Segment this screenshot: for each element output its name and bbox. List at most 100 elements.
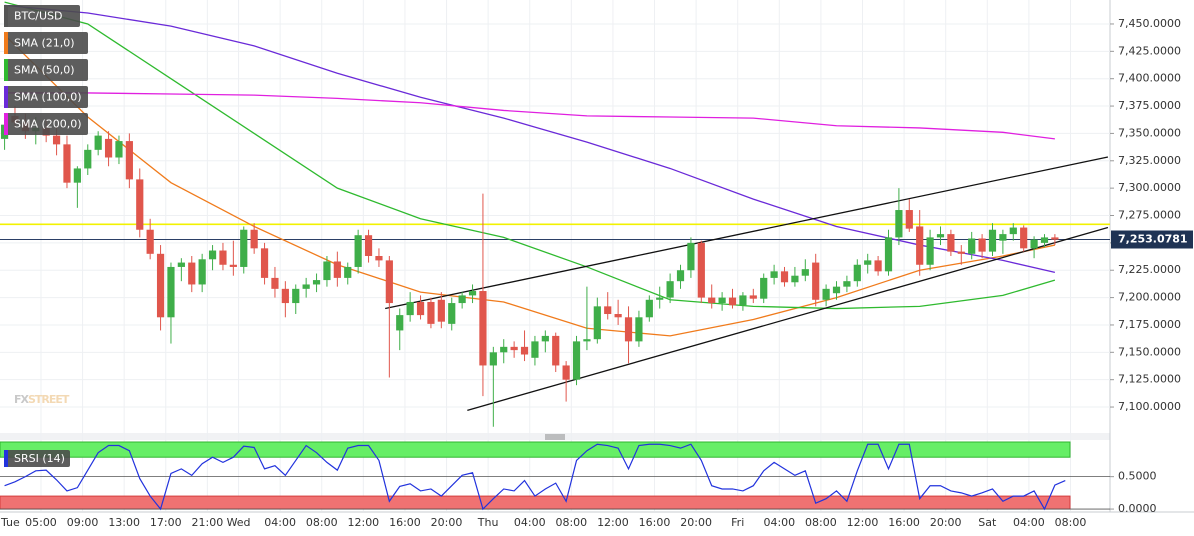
x-tick-label: Sat bbox=[978, 516, 997, 529]
y-tick-label: 7,200.0000 bbox=[1118, 291, 1181, 304]
last-price-label: 7,253.0781 bbox=[1118, 233, 1188, 246]
candle-body bbox=[635, 317, 643, 342]
candle-body bbox=[458, 295, 466, 304]
legend-label: BTC/USD bbox=[14, 10, 63, 23]
candle-body bbox=[167, 266, 175, 318]
candle-body bbox=[541, 335, 549, 342]
x-tick-label: Fri bbox=[731, 516, 744, 529]
candle-body bbox=[988, 229, 997, 252]
candle-body bbox=[666, 281, 674, 298]
candle-body bbox=[115, 141, 123, 158]
trendline bbox=[385, 156, 1109, 310]
overbought-band bbox=[0, 441, 1071, 458]
srsi-legend-swatch bbox=[4, 450, 8, 467]
x-tick-label: 21:00 bbox=[192, 516, 224, 529]
x-tick-label: 20:00 bbox=[930, 516, 962, 529]
candle-body bbox=[271, 277, 279, 289]
candle-body bbox=[999, 234, 1007, 241]
axes: Tue 05:00 09:00 13:00 17:00 21:00 Wed 04:00 08:0… bbox=[0, 17, 1193, 529]
legend-swatch bbox=[4, 32, 8, 54]
y-tick-label: 7,150.0000 bbox=[1118, 345, 1181, 358]
candle-body bbox=[749, 295, 757, 299]
candle-body bbox=[219, 250, 227, 265]
y-tick-label: 7,325.0000 bbox=[1118, 154, 1181, 167]
candle-body bbox=[978, 238, 986, 252]
candle-body bbox=[416, 301, 425, 316]
y-tick-label: 7,225.0000 bbox=[1118, 263, 1181, 276]
x-tick-label: Wed bbox=[227, 516, 251, 529]
candle-body bbox=[156, 253, 165, 318]
x-tick-label: Tue bbox=[0, 516, 20, 529]
legend-box bbox=[4, 5, 80, 27]
legend-label: SMA (21,0) bbox=[14, 37, 75, 50]
candle-body bbox=[968, 238, 976, 254]
candle-body bbox=[364, 235, 373, 257]
srsi-legend-label: SRSI (14) bbox=[14, 452, 65, 465]
candle-body bbox=[552, 335, 560, 366]
y-tick-label: 7,175.0000 bbox=[1118, 318, 1181, 331]
candle-body bbox=[1040, 237, 1049, 243]
legend-label: SMA (50,0) bbox=[14, 64, 75, 77]
candle-body bbox=[510, 346, 518, 351]
candle-body bbox=[104, 138, 113, 158]
y-tick-label: 7,300.0000 bbox=[1118, 181, 1181, 194]
x-tick-label: 16:00 bbox=[888, 516, 920, 529]
candle-body bbox=[1051, 237, 1059, 240]
x-tick-label: 12:00 bbox=[597, 516, 629, 529]
candle-body bbox=[229, 264, 237, 267]
candle-body bbox=[905, 210, 913, 229]
x-tick-label: 04:00 bbox=[763, 516, 795, 529]
srsi-legend-box bbox=[4, 450, 70, 467]
candle-body bbox=[531, 341, 539, 358]
legend-box bbox=[4, 113, 88, 135]
sma-line bbox=[4, 4, 1056, 274]
candle-body bbox=[500, 346, 508, 353]
y-tick-label: 7,350.0000 bbox=[1118, 126, 1181, 139]
candle-body bbox=[780, 271, 789, 283]
legend-box bbox=[4, 86, 88, 108]
candle-body bbox=[874, 260, 882, 272]
candle-body bbox=[468, 291, 477, 296]
candle-body bbox=[344, 266, 352, 278]
y-tick-label: 7,400.0000 bbox=[1118, 72, 1181, 85]
candle-body bbox=[125, 141, 133, 180]
x-tick-label: 20:00 bbox=[431, 516, 463, 529]
candle-body bbox=[63, 144, 71, 183]
x-tick-label: 16:00 bbox=[639, 516, 671, 529]
trendline bbox=[467, 226, 1109, 411]
candle-body bbox=[354, 235, 362, 267]
candle-body bbox=[718, 297, 726, 304]
legend-swatch bbox=[4, 59, 8, 81]
candle-body bbox=[593, 306, 601, 340]
x-tick-label: 08:00 bbox=[805, 516, 837, 529]
x-tick-label: 12:00 bbox=[347, 516, 379, 529]
candle-body bbox=[302, 284, 310, 289]
candle-body bbox=[926, 237, 934, 265]
y-tick-label: 7,275.0000 bbox=[1118, 209, 1181, 222]
candle-body bbox=[645, 299, 653, 318]
candle-body bbox=[208, 250, 217, 260]
x-tick-label: 08:00 bbox=[1055, 516, 1087, 529]
srsi-panel bbox=[0, 441, 1110, 511]
x-tick-label: Thu bbox=[477, 516, 499, 529]
y-tick-label: 7,100.0000 bbox=[1118, 400, 1181, 413]
candle-body bbox=[801, 269, 809, 276]
candle-body bbox=[94, 135, 102, 150]
candle-body bbox=[895, 210, 903, 238]
candle-body bbox=[240, 229, 248, 267]
y-tick-label: 7,125.0000 bbox=[1118, 373, 1181, 386]
watermark-part: STREET bbox=[28, 393, 70, 406]
legend: BTC/USD SMA (21,0) SMA (50,0) SMA (100,0) SM… bbox=[4, 5, 88, 467]
candle-body bbox=[385, 260, 393, 304]
candle-body bbox=[604, 306, 612, 315]
x-tick-label: 04:00 bbox=[1013, 516, 1045, 529]
x-tick-label: 04:00 bbox=[264, 516, 296, 529]
candle-body bbox=[312, 280, 321, 285]
candle-body bbox=[853, 264, 861, 282]
y-tick-label: 7,450.0000 bbox=[1118, 17, 1181, 30]
x-tick-label: 09:00 bbox=[67, 516, 99, 529]
candle-body bbox=[697, 242, 705, 298]
candle-body bbox=[957, 251, 965, 254]
